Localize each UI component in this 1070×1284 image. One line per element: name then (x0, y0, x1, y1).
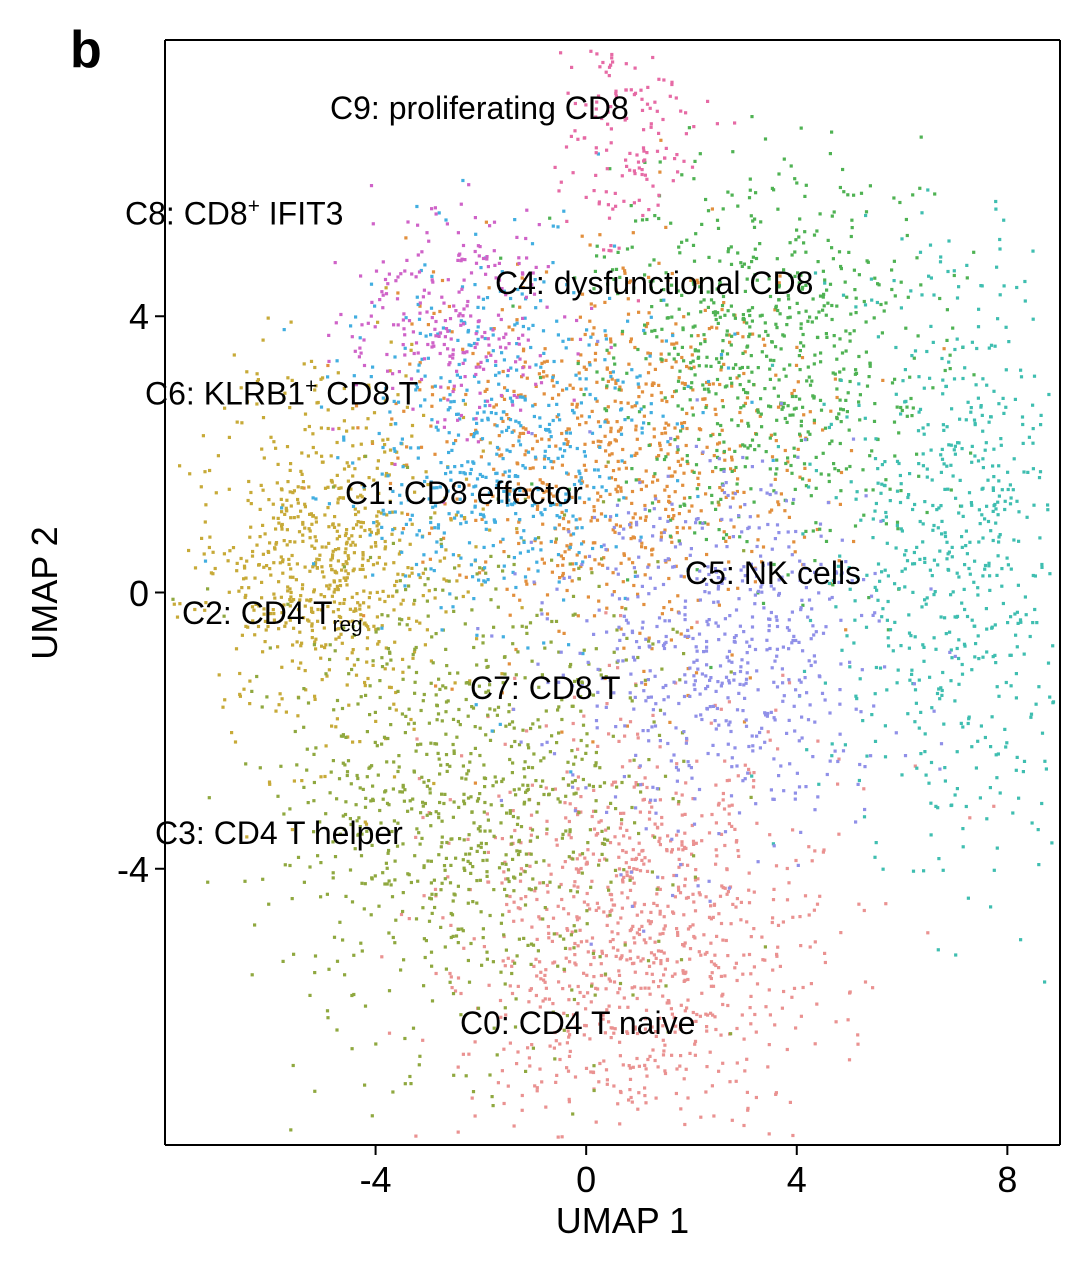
y-axis-label: UMAP 2 (24, 493, 66, 693)
y-tick-label: 4 (69, 296, 149, 338)
cluster-label-C8: C8: CD8+ IFIT3 (125, 195, 343, 233)
cluster-label-C3: C3: CD4 T helper (155, 815, 403, 852)
cluster-label-C2: C2: CD4 Treg (182, 595, 363, 637)
y-tick-label: -4 (69, 849, 149, 891)
x-tick-label: 0 (546, 1159, 626, 1201)
cluster-points-C2 (173, 286, 524, 838)
x-tick-label: 4 (757, 1159, 837, 1201)
cluster-label-C6: C6: KLRB1+ CD8 T (145, 375, 418, 413)
cluster-label-C9: C9: proliferating CD8 (330, 90, 629, 127)
cluster-label-C7: C7: CD8 T (470, 670, 621, 707)
umap-scatter-svg (0, 0, 1070, 1284)
x-tick-label: -4 (336, 1159, 416, 1201)
cluster-label-C4: C4: dysfunctional CD8 (495, 265, 813, 302)
x-tick-label: 8 (967, 1159, 1047, 1201)
cluster-label-C5: C5: NK cells (685, 555, 861, 592)
cluster-label-C1: C1: CD8 effector (345, 475, 583, 512)
cluster-points-C1 (302, 139, 945, 785)
y-tick-label: 0 (69, 573, 149, 615)
cluster-label-C0: C0: CD4 T naive (460, 1005, 695, 1042)
x-axis-label: UMAP 1 (523, 1200, 723, 1242)
umap-scatter-panel: b UMAP 1 UMAP 2 -4048-404 C0: CD4 T naiv… (0, 0, 1070, 1284)
